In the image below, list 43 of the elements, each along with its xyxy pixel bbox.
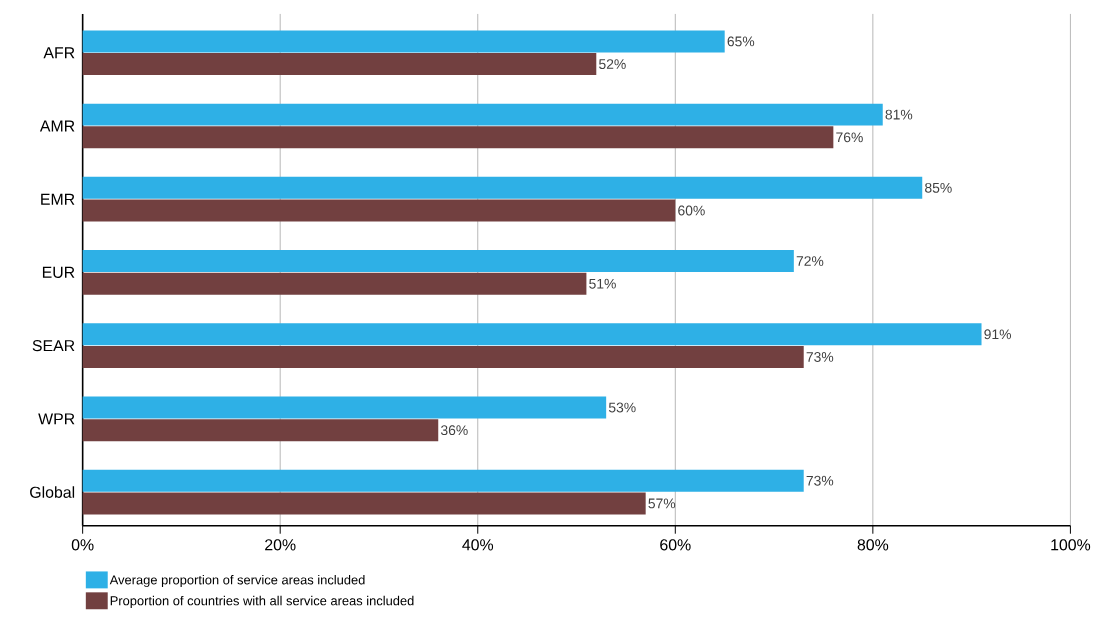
bar xyxy=(82,272,587,295)
data-label: 57% xyxy=(648,498,676,509)
data-label: 52% xyxy=(599,59,626,69)
x-tick-label: 60% xyxy=(660,539,691,551)
bar xyxy=(82,323,982,346)
bar xyxy=(82,52,597,75)
x-tick-label: 80% xyxy=(857,539,889,551)
data-label: 81% xyxy=(885,109,913,120)
y-tick-label: WPR xyxy=(38,413,75,425)
bar xyxy=(82,30,725,53)
data-label: 53% xyxy=(608,402,636,413)
bar xyxy=(82,249,794,272)
data-label: 51% xyxy=(589,278,616,289)
x-tick-label: 100% xyxy=(1051,539,1091,551)
bar xyxy=(82,345,804,368)
data-label: 36% xyxy=(440,425,468,435)
data-label: 73% xyxy=(806,475,834,486)
y-tick-label: AFR xyxy=(43,47,75,59)
y-tick-label: AMR xyxy=(39,120,75,132)
x-tick-label: 40% xyxy=(462,539,494,551)
bar xyxy=(82,396,607,419)
data-label: 60% xyxy=(678,205,705,216)
legend-label: Proportion of countries with all service areas included xyxy=(110,595,414,608)
bar xyxy=(82,469,804,492)
x-tick-label: 0% xyxy=(71,539,94,551)
data-label: 91% xyxy=(984,329,1011,340)
data-label: 65% xyxy=(727,36,755,47)
y-tick-label: EMR xyxy=(41,193,75,205)
bar xyxy=(82,176,923,199)
bar xyxy=(82,126,834,149)
bar xyxy=(82,199,676,222)
y-tick-label: EUR xyxy=(42,266,75,278)
legend-label: Average proportion of service areas included xyxy=(109,574,365,587)
bar xyxy=(82,419,439,442)
bar xyxy=(82,492,646,515)
y-tick-label: SEAR xyxy=(32,339,75,352)
data-label: 76% xyxy=(836,132,863,143)
data-label: 72% xyxy=(796,256,824,266)
data-label: 73% xyxy=(806,351,834,362)
x-tick-label: 20% xyxy=(265,539,296,551)
data-label: 85% xyxy=(925,182,952,193)
bar xyxy=(82,103,883,126)
y-tick-label: Global xyxy=(30,486,75,498)
